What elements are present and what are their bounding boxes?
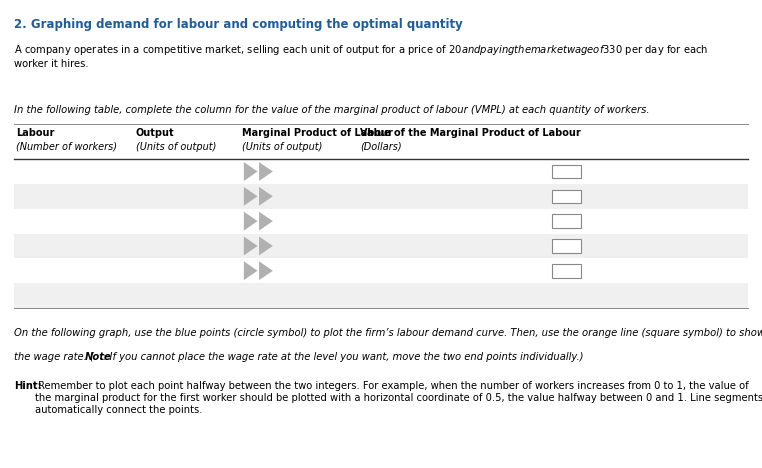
Text: (Units of output): (Units of output) [242, 142, 322, 152]
Text: 72: 72 [167, 266, 179, 276]
Text: 4: 4 [85, 266, 92, 276]
Text: 19: 19 [351, 191, 363, 201]
Text: Value of the Marginal Product of Labour: Value of the Marginal Product of Labour [360, 128, 581, 138]
Text: 0: 0 [173, 167, 179, 176]
Text: A company operates in a competitive market, selling each unit of output for a pr: A company operates in a competitive mark… [14, 43, 708, 69]
Text: 20: 20 [351, 167, 363, 176]
Text: 84: 84 [167, 291, 179, 300]
Text: (Units of output): (Units of output) [136, 142, 216, 152]
Text: 15: 15 [351, 241, 363, 251]
Text: 39: 39 [167, 216, 179, 226]
Text: Note: Note [85, 352, 111, 362]
Text: Labour: Labour [16, 128, 54, 138]
Text: Remember to plot each point halfway between the two integers. For example, when : Remember to plot each point halfway betw… [35, 381, 762, 415]
Text: the wage rate. (: the wage rate. ( [14, 352, 94, 362]
Text: 18: 18 [351, 216, 363, 226]
Text: 2: 2 [85, 216, 92, 226]
Text: 5: 5 [85, 291, 92, 300]
Text: Marginal Product of Labour: Marginal Product of Labour [242, 128, 393, 138]
Text: (Number of workers): (Number of workers) [16, 142, 117, 152]
Text: On the following graph, use the blue points (circle symbol) to plot the firm’s l: On the following graph, use the blue poi… [14, 328, 762, 337]
Text: 57: 57 [167, 241, 179, 251]
Text: In the following table, complete the column for the value of the marginal produc: In the following table, complete the col… [14, 105, 649, 115]
Text: : If you cannot place the wage rate at the level you want, move the two end poin: : If you cannot place the wage rate at t… [103, 352, 584, 362]
Text: 0: 0 [85, 167, 92, 176]
Text: Hint:: Hint: [14, 381, 41, 391]
Text: 2. Graphing demand for labour and computing the optimal quantity: 2. Graphing demand for labour and comput… [14, 18, 463, 31]
Text: 3: 3 [85, 241, 92, 251]
Text: 20: 20 [167, 191, 179, 201]
Text: 1: 1 [85, 191, 92, 201]
Text: 12: 12 [351, 266, 363, 276]
Text: (Dollars): (Dollars) [360, 142, 402, 152]
Text: Output: Output [136, 128, 174, 138]
